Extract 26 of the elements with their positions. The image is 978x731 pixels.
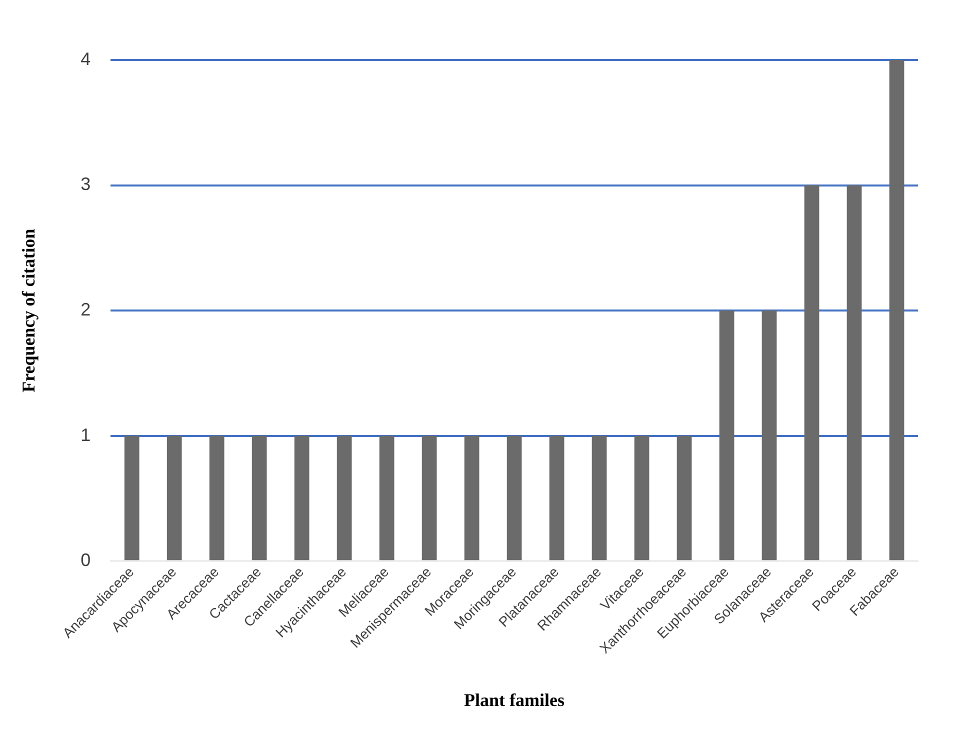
y-tick-label: 4 <box>80 48 91 69</box>
bar <box>846 185 862 560</box>
bar <box>379 436 394 560</box>
y-tick-label: 3 <box>80 174 91 194</box>
bar <box>422 436 437 560</box>
bar <box>252 436 267 560</box>
bar <box>209 436 224 560</box>
bar <box>124 436 140 560</box>
y-tick-label: 2 <box>80 300 91 320</box>
bar <box>549 436 564 560</box>
y-axis-title: Frequency of citation <box>18 228 38 392</box>
bar <box>506 436 522 560</box>
bar <box>634 436 650 560</box>
x-axis-title: Plant familes <box>464 690 565 710</box>
bar <box>804 185 820 560</box>
bar <box>719 310 734 560</box>
bar <box>294 436 310 560</box>
y-tick-label: 0 <box>80 550 91 570</box>
y-tick-label: 1 <box>80 424 91 445</box>
bar <box>889 60 904 560</box>
bar <box>762 310 777 560</box>
bar <box>166 436 182 560</box>
bar <box>676 436 692 560</box>
bar <box>592 436 607 560</box>
bar <box>336 436 352 560</box>
bar <box>464 436 480 560</box>
